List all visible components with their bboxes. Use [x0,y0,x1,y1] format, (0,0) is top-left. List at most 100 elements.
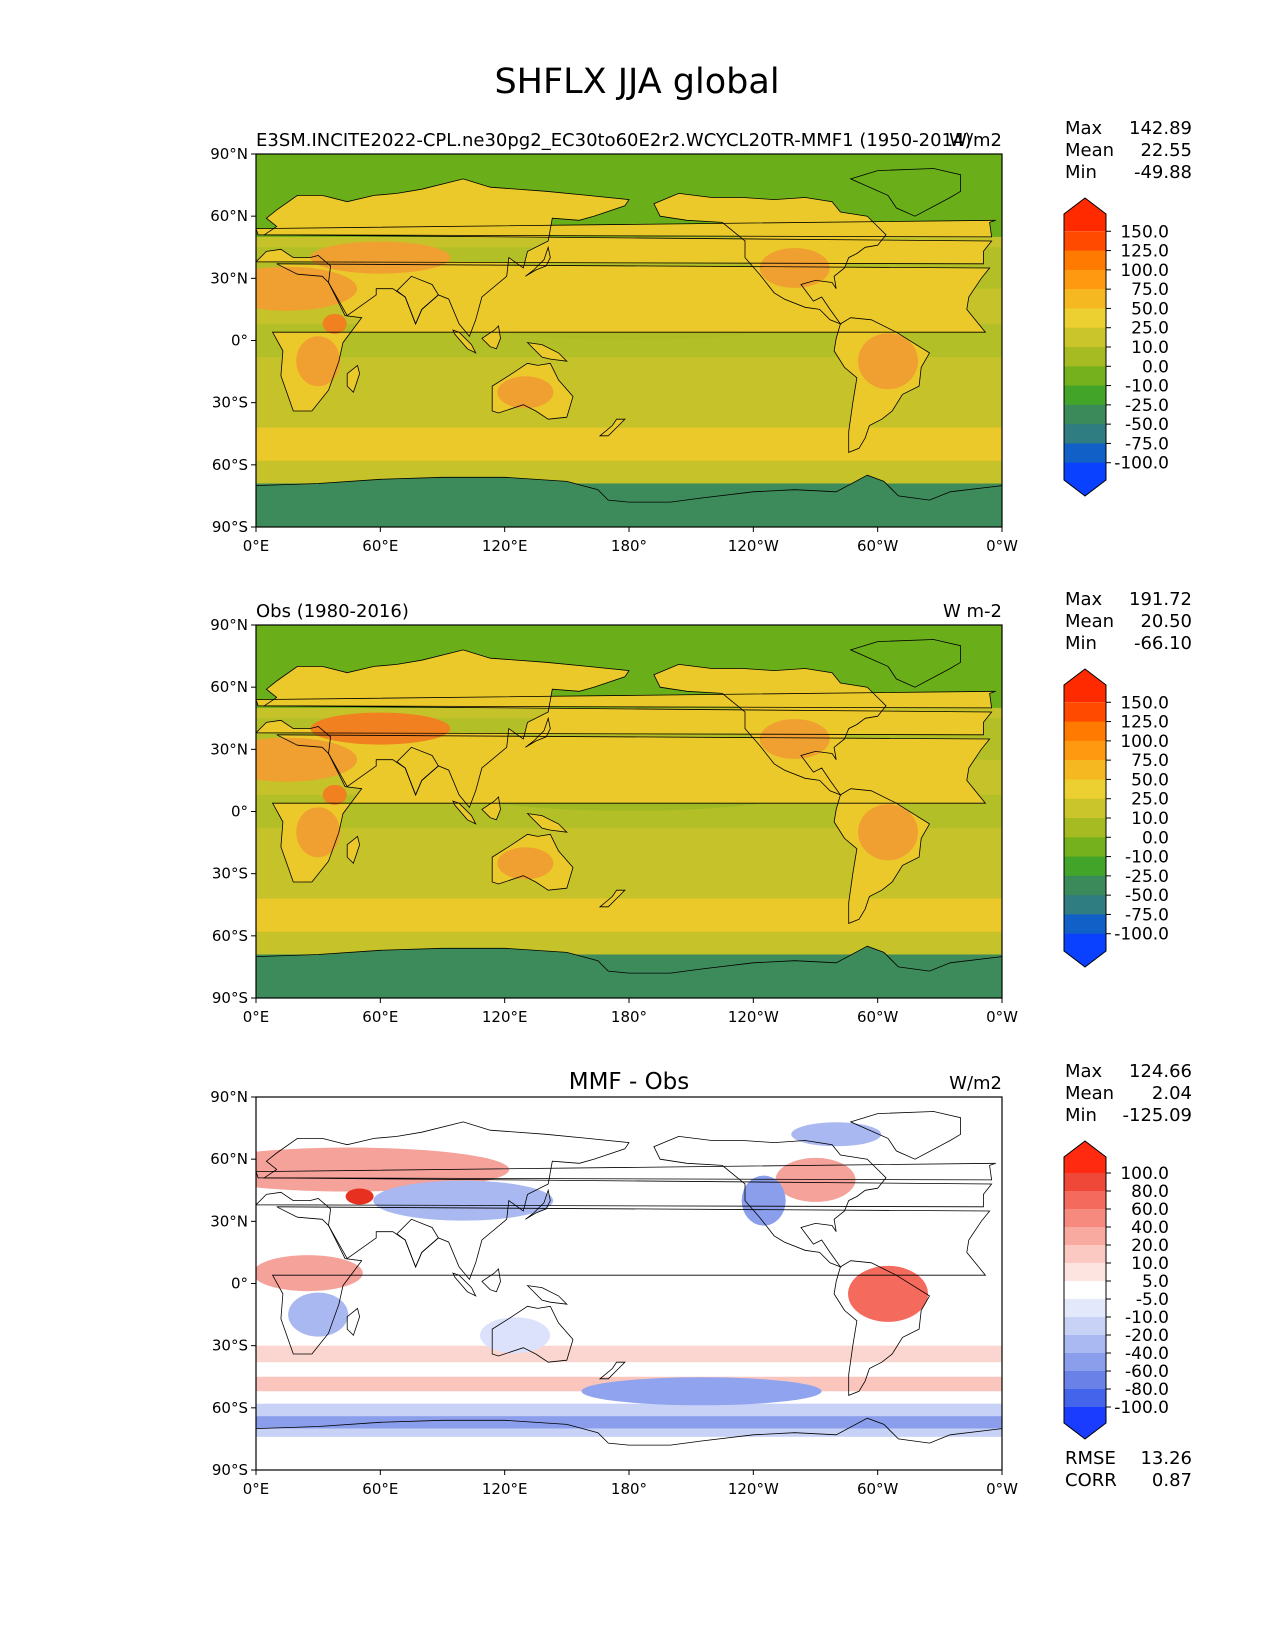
coastline-newguinea [526,342,568,362]
stat-label: Min [1065,1105,1097,1126]
colorbar-swatch [1064,1209,1106,1228]
colorbar-swatch [1064,366,1106,387]
coastline-samerica [833,788,931,924]
land-madagascar [347,836,360,864]
colorbar-swatch [1064,347,1106,367]
coastline-madagascar [346,835,361,865]
lon-label: 0°E [243,1480,270,1498]
land-india [396,276,439,324]
panel-title: E3SM.INCITE2022-CPL.ne30pg2_EC30to60E2r2… [256,130,971,151]
stat-value: -125.09 [1123,1105,1192,1126]
colorbar-label: 40.0 [1131,1218,1169,1238]
colorbar-label: -50.0 [1125,415,1169,435]
coastline-antarctica [256,474,1002,527]
colorbar-swatch [1064,1317,1106,1336]
stat-label: Mean [1065,1083,1114,1104]
panel-units: W/m2 [949,1073,1002,1094]
lat-label: 90°N [210,145,248,163]
colorbar-label: 75.0 [1131,280,1169,300]
lat-label: 60°S [212,1399,248,1417]
colorbar-label: -40.0 [1125,1344,1169,1364]
stat-value: 20.50 [1140,611,1192,632]
lon-label: 0°E [243,1008,270,1026]
land-sumatra [452,330,476,353]
coastline-africa [271,263,991,412]
colorbar-swatch [1064,443,1106,464]
colorbar-swatch [1064,1245,1106,1264]
land-india [396,747,439,795]
panel-test: 90°N 60°N 30°N 0° 30°S 60°S 90°S0°E 60°E 120°E 18… [210,118,1192,555]
lon-label: 0°E [243,537,270,555]
panel-units: W/m2 [949,130,1002,151]
colorbar-swatch [1064,875,1106,896]
colorbar-label: 150.0 [1120,693,1169,713]
lat-label: 30°N [210,1212,248,1230]
colorbar-swatch [1064,818,1106,838]
extra-stat-value: 13.26 [1140,1448,1192,1469]
colorbar-label: -80.0 [1125,1380,1169,1400]
coastline-australia [491,833,574,891]
colorbar-label: -25.0 [1125,867,1169,887]
coastline-japan [525,1188,551,1220]
coastline-eurasia [256,649,993,809]
colorbar-swatch [1064,250,1106,271]
diff-blob [848,1265,929,1322]
colorbar-label: -5.0 [1136,1290,1169,1310]
extra-stat-label: CORR [1065,1470,1117,1491]
colorbar-label: -25.0 [1125,396,1169,416]
panel-title: MMF - Obs [569,1069,690,1095]
lon-label: 60°E [362,1008,398,1026]
land-hot [497,847,554,880]
coastline-newguinea [526,1285,568,1305]
coastline-africa [271,734,991,883]
colorbar-label: -75.0 [1125,434,1169,454]
coastline-india [396,746,439,796]
land-greenland [850,639,961,688]
colorbar-label: 10.0 [1131,809,1169,829]
lat-label: 0° [231,332,248,350]
diff-blob [775,1157,856,1202]
colorbar-label: 10.0 [1131,338,1169,358]
lon-label: 60°W [857,1008,899,1026]
panels: 90°N60°N30°N0°30°S60°S90°S0°E 60°E 120°E 18… [210,118,1192,1498]
coastline-borneo [481,1268,501,1293]
colorbar-label: 25.0 [1131,790,1169,810]
colorbar-label: 100.0 [1120,1164,1169,1184]
lon-label: 180° [611,1008,647,1026]
coastline-sumatra [452,800,477,825]
colorbar-swatch [1064,269,1106,290]
field-obs [256,625,1002,998]
diff-band [256,1416,1002,1429]
stat-value: 22.55 [1140,140,1192,161]
diff-band [256,1403,1002,1417]
coastline-sumatra [452,1272,477,1297]
land-madagascar [347,365,360,393]
panel-obs: 90°N 60°N 30°N 0° 30°S 60°S 90°S0°E 60°E 120°E 18… [210,589,1192,1026]
lat-label: 60°N [210,207,248,225]
colorbar-label: -60.0 [1125,1362,1169,1382]
colorbar-label: 125.0 [1120,242,1169,262]
colorbar-swatch [1064,914,1106,935]
colorbar-swatch [1064,1281,1106,1300]
lon-label: 180° [611,537,647,555]
land-nz [600,419,625,436]
colorbar-swatch [1064,779,1106,800]
colorbar-swatch [1064,327,1106,348]
coastline-eurasia [256,178,993,338]
colorbar-swatch [1064,1191,1106,1210]
coastline-greenland [849,1111,961,1160]
lat-label: 60°N [210,678,248,696]
colorbar-extend-top [1064,198,1106,232]
coastline-japan [525,245,551,277]
panel-title: Obs (1980-2016) [256,601,409,622]
coastline-uk [256,1162,996,1181]
lat-band [256,427,1002,461]
colorbar-swatch [1064,740,1106,761]
colorbar-label: 50.0 [1131,299,1169,319]
lat-label: 60°S [212,456,248,474]
stat-value: 191.72 [1129,589,1192,610]
coastline-nz [598,1361,626,1380]
coastline-greenland [849,168,961,217]
colorbar-label: -10.0 [1125,377,1169,397]
